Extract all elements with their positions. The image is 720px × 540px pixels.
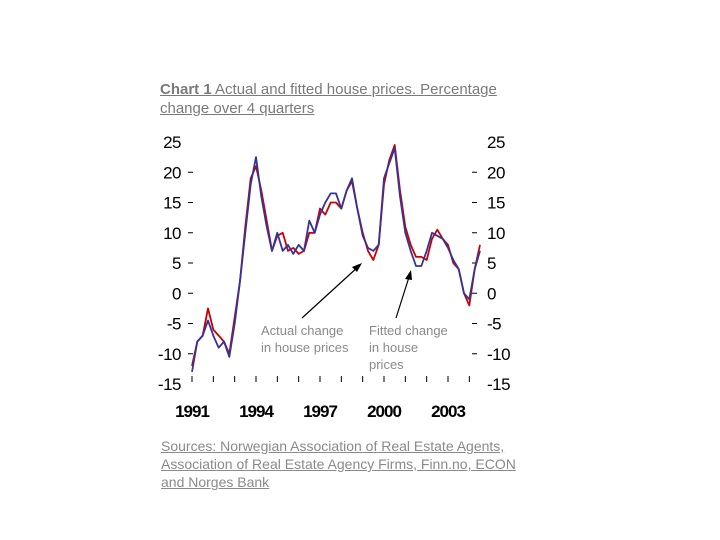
y-tick-label-right: 25 <box>487 133 505 152</box>
y-tick-label-right: -5 <box>487 315 501 334</box>
y-tick-label-left: 20 <box>163 163 181 182</box>
sources-note: Sources: Norwegian Association of Real E… <box>161 438 516 490</box>
y-tick-label-left: 25 <box>163 133 181 152</box>
x-axis: 1991 1994 1997 2000 2003 <box>175 376 470 421</box>
y-tick-label-right: -15 <box>487 375 510 394</box>
y-tick-label-left: 0 <box>172 284 181 303</box>
x-tick-label: 1991 <box>175 402 209 421</box>
y-tick-label-left: 5 <box>172 254 181 273</box>
x-tick-label: 2003 <box>431 402 465 421</box>
left-axis: 25 20 15 10 5 0 -5 -10 -15 <box>158 133 193 394</box>
y-tick-label-right: 15 <box>487 194 505 213</box>
chart-title-text: Actual and fitted house prices. Percenta… <box>160 81 497 117</box>
y-tick-label-right: 20 <box>487 163 505 182</box>
right-axis: 25 20 15 10 5 0 -5 -10 -15 <box>472 133 511 394</box>
annotation-fitted-line2: in house <box>369 340 418 355</box>
y-tick-label-right: 5 <box>487 254 496 273</box>
annotation-fitted-line3: prices <box>369 357 404 372</box>
y-tick-label-left: -10 <box>158 345 181 364</box>
y-tick-label-left: -5 <box>167 315 181 334</box>
x-tick-label: 2000 <box>367 402 401 421</box>
series-line-fitted <box>191 147 481 373</box>
y-tick-label-right: 10 <box>487 224 505 243</box>
annotation-arrow-actual <box>301 265 360 319</box>
chart-title-prefix: Chart 1 <box>160 81 212 98</box>
series-layer <box>191 144 481 373</box>
y-tick-label-left: 15 <box>163 194 181 213</box>
annotation-arrowhead-fitted <box>405 270 412 280</box>
x-tick-label: 1994 <box>239 402 274 421</box>
annotation-fitted-line1: Fitted change <box>369 323 448 338</box>
chart-title: Chart 1 Actual and fitted house prices. … <box>160 80 500 118</box>
x-tick-label: 1997 <box>303 402 337 421</box>
annotation-arrowhead-actual <box>352 263 362 272</box>
y-tick-label-left: -15 <box>158 375 181 394</box>
y-tick-label-left: 10 <box>163 224 181 243</box>
y-tick-label-right: 0 <box>487 284 496 303</box>
annotation-actual-line2: in house prices <box>261 340 349 355</box>
y-tick-label-right: -10 <box>487 345 510 364</box>
annotation-arrow-fitted <box>395 273 411 319</box>
annotation-actual-line1: Actual change <box>261 323 343 338</box>
